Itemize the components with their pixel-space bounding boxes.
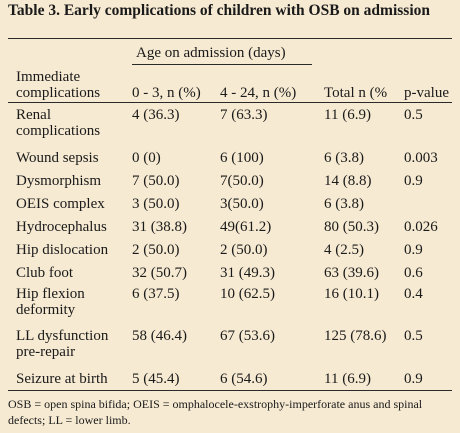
table-cell-p: 0.4 [404,286,423,302]
table-footnote: OSB = open spina bifida; OEIS = omphaloc… [8,397,423,427]
table-cell-p: 0.9 [404,242,423,258]
table-cell-p: 0.5 [404,328,423,344]
row-label: Wound sepsis [16,150,99,166]
table-cell-a: 31 (38.8) [132,219,187,235]
title-rule [8,38,452,39]
header-p-value: p-value [404,85,449,101]
table-cell-total: 6 (3.8) [324,150,364,166]
table-title: Table 3. Early complications of children… [8,2,431,19]
row-label: Club foot [16,265,74,281]
table-cell-a: 0 (0) [132,150,161,166]
table-cell-b: 6 (100) [220,150,264,166]
header-total: Total n (% [324,85,388,101]
table-cell-b: 3(50.0) [220,196,264,212]
table-cell-a: 58 (46.4) [132,328,187,344]
table-cell-p: 0.026 [404,219,438,235]
table-cell-a: 5 (45.4) [132,371,180,387]
table-cell-b: 7(50.0) [220,173,264,189]
table-cell-a: 3 (50.0) [132,196,180,212]
table-cell-b: 10 (62.5) [220,286,275,302]
table-cell-total: 4 (2.5) [324,242,364,258]
table-cell-total: 16 (10.1) [324,286,379,302]
row-label: Hip dislocation [16,242,109,258]
table-cell-b: 67 (53.6) [220,328,275,344]
table-cell-b: 6 (54.6) [220,371,268,387]
row-label: Seizure at birth [16,371,108,387]
table-cell-a: 6 (37.5) [132,286,180,302]
bottom-rule [8,390,452,391]
row-label: Hydrocephalus [16,219,107,235]
table-cell-a: 32 (50.7) [132,265,187,281]
table-cell-total: 14 (8.8) [324,173,372,189]
table-cell-b: 49(61.2) [220,219,272,235]
header-age-4-24: 4 - 24, n (%) [220,85,297,101]
header-rule [8,102,452,103]
table-cell-a: 7 (50.0) [132,173,180,189]
table-cell-p: 0.6 [404,265,423,281]
table-cell-a: 2 (50.0) [132,242,180,258]
table-cell-p: 0.003 [404,150,438,166]
table-cell-p: 0.9 [404,371,423,387]
table-cell-total: 80 (50.3) [324,219,379,235]
row-label: Hip flexion deformity [16,286,85,318]
table-cell-total: 125 (78.6) [324,328,387,344]
row-label: Renal complications [16,107,101,139]
table-cell-b: 31 (49.3) [220,265,275,281]
table-cell-total: 63 (39.6) [324,265,379,281]
table-cell-b: 7 (63.3) [220,107,268,123]
table-cell-a: 4 (36.3) [132,107,180,123]
table-cell-total: 11 (6.9) [324,107,371,123]
table-cell-p: 0.5 [404,107,423,123]
row-label: LL dysfunction pre-repair [16,328,109,360]
table-cell-b: 2 (50.0) [220,242,268,258]
group-header: Age on admission (days) [136,45,286,61]
group-header-rule [132,64,312,65]
header-immediate-complications: Immediate complications [16,69,101,101]
header-age-0-3: 0 - 3, n (%) [132,85,201,101]
row-label: Dysmorphism [16,173,102,189]
row-label: OEIS complex [16,196,105,212]
table-cell-p: 0.9 [404,173,423,189]
table-cell-total: 6 (3.8) [324,196,364,212]
table-cell-total: 11 (6.9) [324,371,371,387]
